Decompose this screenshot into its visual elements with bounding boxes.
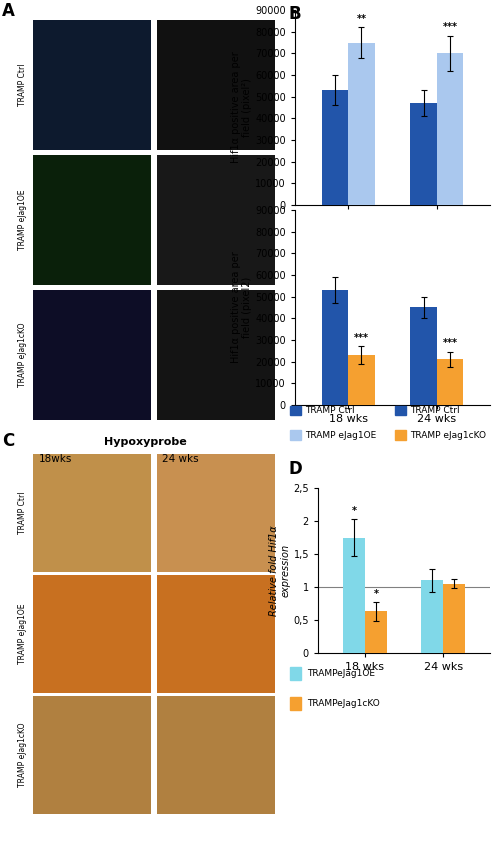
Text: ***: ***: [442, 338, 458, 348]
Text: ***: ***: [442, 22, 458, 32]
Text: TRAMPeJag1OE: TRAMPeJag1OE: [307, 669, 375, 678]
Text: Hypoxyprobe: Hypoxyprobe: [104, 437, 186, 447]
Bar: [437, 360, 464, 405]
Text: 24 wks: 24 wks: [162, 454, 198, 464]
FancyBboxPatch shape: [33, 20, 151, 150]
FancyBboxPatch shape: [157, 155, 275, 285]
Bar: [395, 430, 406, 440]
Text: **: **: [356, 14, 366, 24]
Bar: [290, 430, 300, 440]
Text: TRAMP eJag1OE: TRAMP eJag1OE: [18, 604, 27, 665]
Bar: [421, 580, 443, 653]
Text: DAPI/Hif1α: DAPI/Hif1α: [64, 10, 120, 19]
FancyBboxPatch shape: [157, 696, 275, 814]
Text: TRAMP eJag1cKO: TRAMP eJag1cKO: [410, 431, 486, 440]
Bar: [348, 355, 375, 405]
Bar: [437, 54, 464, 205]
Text: ***: ***: [354, 333, 369, 343]
FancyBboxPatch shape: [157, 20, 275, 150]
Bar: [290, 697, 300, 710]
FancyBboxPatch shape: [33, 696, 151, 814]
Y-axis label: Hif1α positive area per
field (pixel²): Hif1α positive area per field (pixel²): [231, 52, 252, 164]
FancyBboxPatch shape: [157, 290, 275, 420]
FancyBboxPatch shape: [157, 575, 275, 693]
FancyBboxPatch shape: [33, 155, 151, 285]
FancyBboxPatch shape: [33, 454, 151, 572]
Text: Hif1α: Hif1α: [202, 10, 230, 19]
Text: TRAMP Ctrl: TRAMP Ctrl: [305, 406, 354, 415]
Text: TRAMP Ctrl: TRAMP Ctrl: [18, 64, 27, 106]
Text: D: D: [288, 460, 302, 478]
Text: TRAMP eJag1cKO: TRAMP eJag1cKO: [18, 323, 27, 388]
Text: TRAMP Ctrl: TRAMP Ctrl: [410, 406, 460, 415]
Text: TRAMP eJag1cKO: TRAMP eJag1cKO: [18, 722, 27, 787]
Text: TRAMP eJag1OE: TRAMP eJag1OE: [305, 431, 376, 440]
Bar: [348, 43, 375, 205]
FancyBboxPatch shape: [33, 575, 151, 693]
Bar: [322, 291, 348, 405]
FancyBboxPatch shape: [157, 454, 275, 572]
Bar: [443, 584, 465, 653]
Bar: [290, 667, 300, 680]
Text: TRAMPeJag1cKO: TRAMPeJag1cKO: [307, 699, 380, 708]
Text: *: *: [374, 589, 378, 599]
Text: 18wks: 18wks: [38, 454, 72, 464]
Text: TRAMP Ctrl: TRAMP Ctrl: [18, 492, 27, 534]
Text: *: *: [352, 506, 356, 516]
Bar: [395, 406, 406, 416]
Bar: [343, 538, 365, 653]
Y-axis label: Hif1α positive area per
field (pixel2): Hif1α positive area per field (pixel2): [231, 251, 252, 363]
Bar: [410, 308, 437, 405]
Bar: [410, 103, 437, 205]
FancyBboxPatch shape: [33, 290, 151, 420]
Text: B: B: [288, 5, 300, 23]
Text: C: C: [2, 432, 14, 450]
Text: A: A: [2, 2, 15, 20]
Y-axis label: Relative fold Hif1α
expression: Relative fold Hif1α expression: [269, 525, 290, 616]
Bar: [290, 406, 300, 416]
Bar: [322, 90, 348, 205]
Bar: [365, 612, 387, 653]
Text: TRAMP eJag1OE: TRAMP eJag1OE: [18, 190, 27, 250]
